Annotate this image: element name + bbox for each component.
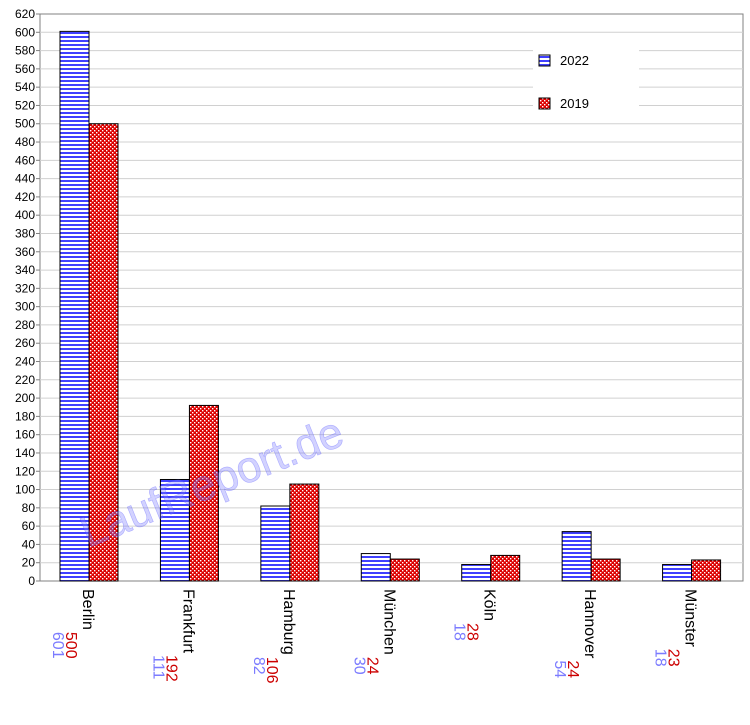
x-tick-label: Frankfurt — [179, 589, 196, 654]
y-tick-label: 360 — [15, 245, 35, 259]
value-label-2019: 24 — [363, 657, 380, 675]
y-tick-label: 520 — [15, 98, 35, 112]
y-tick-label: 620 — [15, 7, 35, 21]
y-tick-label: 540 — [15, 80, 35, 94]
y-tick-label: 40 — [22, 537, 36, 551]
bar-2022-Münster — [662, 564, 693, 582]
y-tick-label: 160 — [15, 428, 35, 442]
y-tick-label: 440 — [15, 172, 35, 186]
bar-2022-Frankfurt — [159, 478, 190, 582]
value-label-2022: 601 — [49, 632, 66, 659]
y-tick-label: 600 — [15, 25, 35, 39]
x-tick-label: Hamburg — [280, 589, 297, 655]
y-tick-label: 480 — [15, 135, 35, 149]
value-label-2019: 500 — [62, 632, 79, 659]
y-tick-label: 320 — [15, 281, 35, 295]
y-tick-label: 260 — [15, 336, 35, 350]
y-tick-label: 500 — [15, 117, 35, 131]
bar-2019-Hannover — [590, 558, 621, 582]
legend-box — [533, 40, 639, 120]
y-tick-label: 460 — [15, 153, 35, 167]
y-tick-label: 120 — [15, 464, 35, 478]
bar-2019-München — [389, 558, 420, 582]
y-tick-label: 60 — [22, 519, 36, 533]
y-tick-label: 180 — [15, 409, 35, 423]
y-tick-label: 560 — [15, 62, 35, 76]
bars — [59, 30, 722, 582]
x-tick-label: Berlin — [79, 589, 96, 630]
y-tick-label: 0 — [28, 574, 35, 588]
gridlines — [40, 31, 743, 564]
value-label-2022: 18 — [451, 623, 468, 641]
y-tick-label: 400 — [15, 208, 35, 222]
x-tick-label: Köln — [481, 589, 498, 621]
value-label-2019: 23 — [665, 649, 682, 667]
value-label-2019: 106 — [263, 657, 280, 684]
y-tick-label: 280 — [15, 318, 35, 332]
bar-2022-Köln — [461, 564, 492, 582]
y-tick-label: 340 — [15, 263, 35, 277]
bar-2019-Berlin — [88, 123, 119, 582]
bar-2019-Frankfurt — [188, 404, 219, 582]
value-label-2022: 30 — [350, 657, 367, 675]
y-tick-label: 240 — [15, 355, 35, 369]
bar-2022-Hamburg — [260, 505, 291, 582]
legend-label-2022: 2022 — [560, 53, 589, 68]
bar-2019-Hamburg — [289, 483, 320, 582]
legend-swatch-2022 — [538, 54, 551, 67]
bar-2019-Münster — [691, 559, 722, 582]
value-label-2019: 192 — [162, 655, 179, 682]
bar-2022-Hannover — [561, 531, 592, 582]
bar-2022-München — [360, 553, 391, 582]
y-tick-label: 380 — [15, 226, 35, 240]
y-tick-label: 580 — [15, 44, 35, 58]
value-label-2022: 82 — [250, 657, 267, 675]
legend-label-2019: 2019 — [560, 96, 589, 111]
value-label-2022: 18 — [652, 649, 669, 667]
y-tick-label: 20 — [22, 556, 36, 570]
y-tick-label: 140 — [15, 446, 35, 460]
value-label-2019: 24 — [564, 660, 581, 678]
y-tick-label: 80 — [22, 501, 36, 515]
value-label-2022: 111 — [149, 655, 166, 679]
y-tick-label: 220 — [15, 373, 35, 387]
legend: 2022 2019 — [533, 40, 639, 120]
y-tick-label: 420 — [15, 190, 35, 204]
y-tick-label: 200 — [15, 391, 35, 405]
x-tick-label: München — [380, 589, 397, 655]
x-tick-label: Hannover — [581, 589, 598, 659]
y-tick-label: 300 — [15, 300, 35, 314]
y-tick-label: 100 — [15, 483, 35, 497]
x-tick-label: Münster — [682, 589, 699, 647]
y-axis: 0 20 40 60 80 100 120 140 160 180 200 220 240 260 280 3… — [15, 7, 40, 588]
value-label-2019: 28 — [464, 623, 481, 641]
bar-2019-Köln — [490, 554, 521, 582]
legend-swatch-2019 — [538, 97, 551, 110]
value-label-2022: 54 — [551, 660, 568, 678]
bar-2022-Berlin — [59, 30, 90, 582]
